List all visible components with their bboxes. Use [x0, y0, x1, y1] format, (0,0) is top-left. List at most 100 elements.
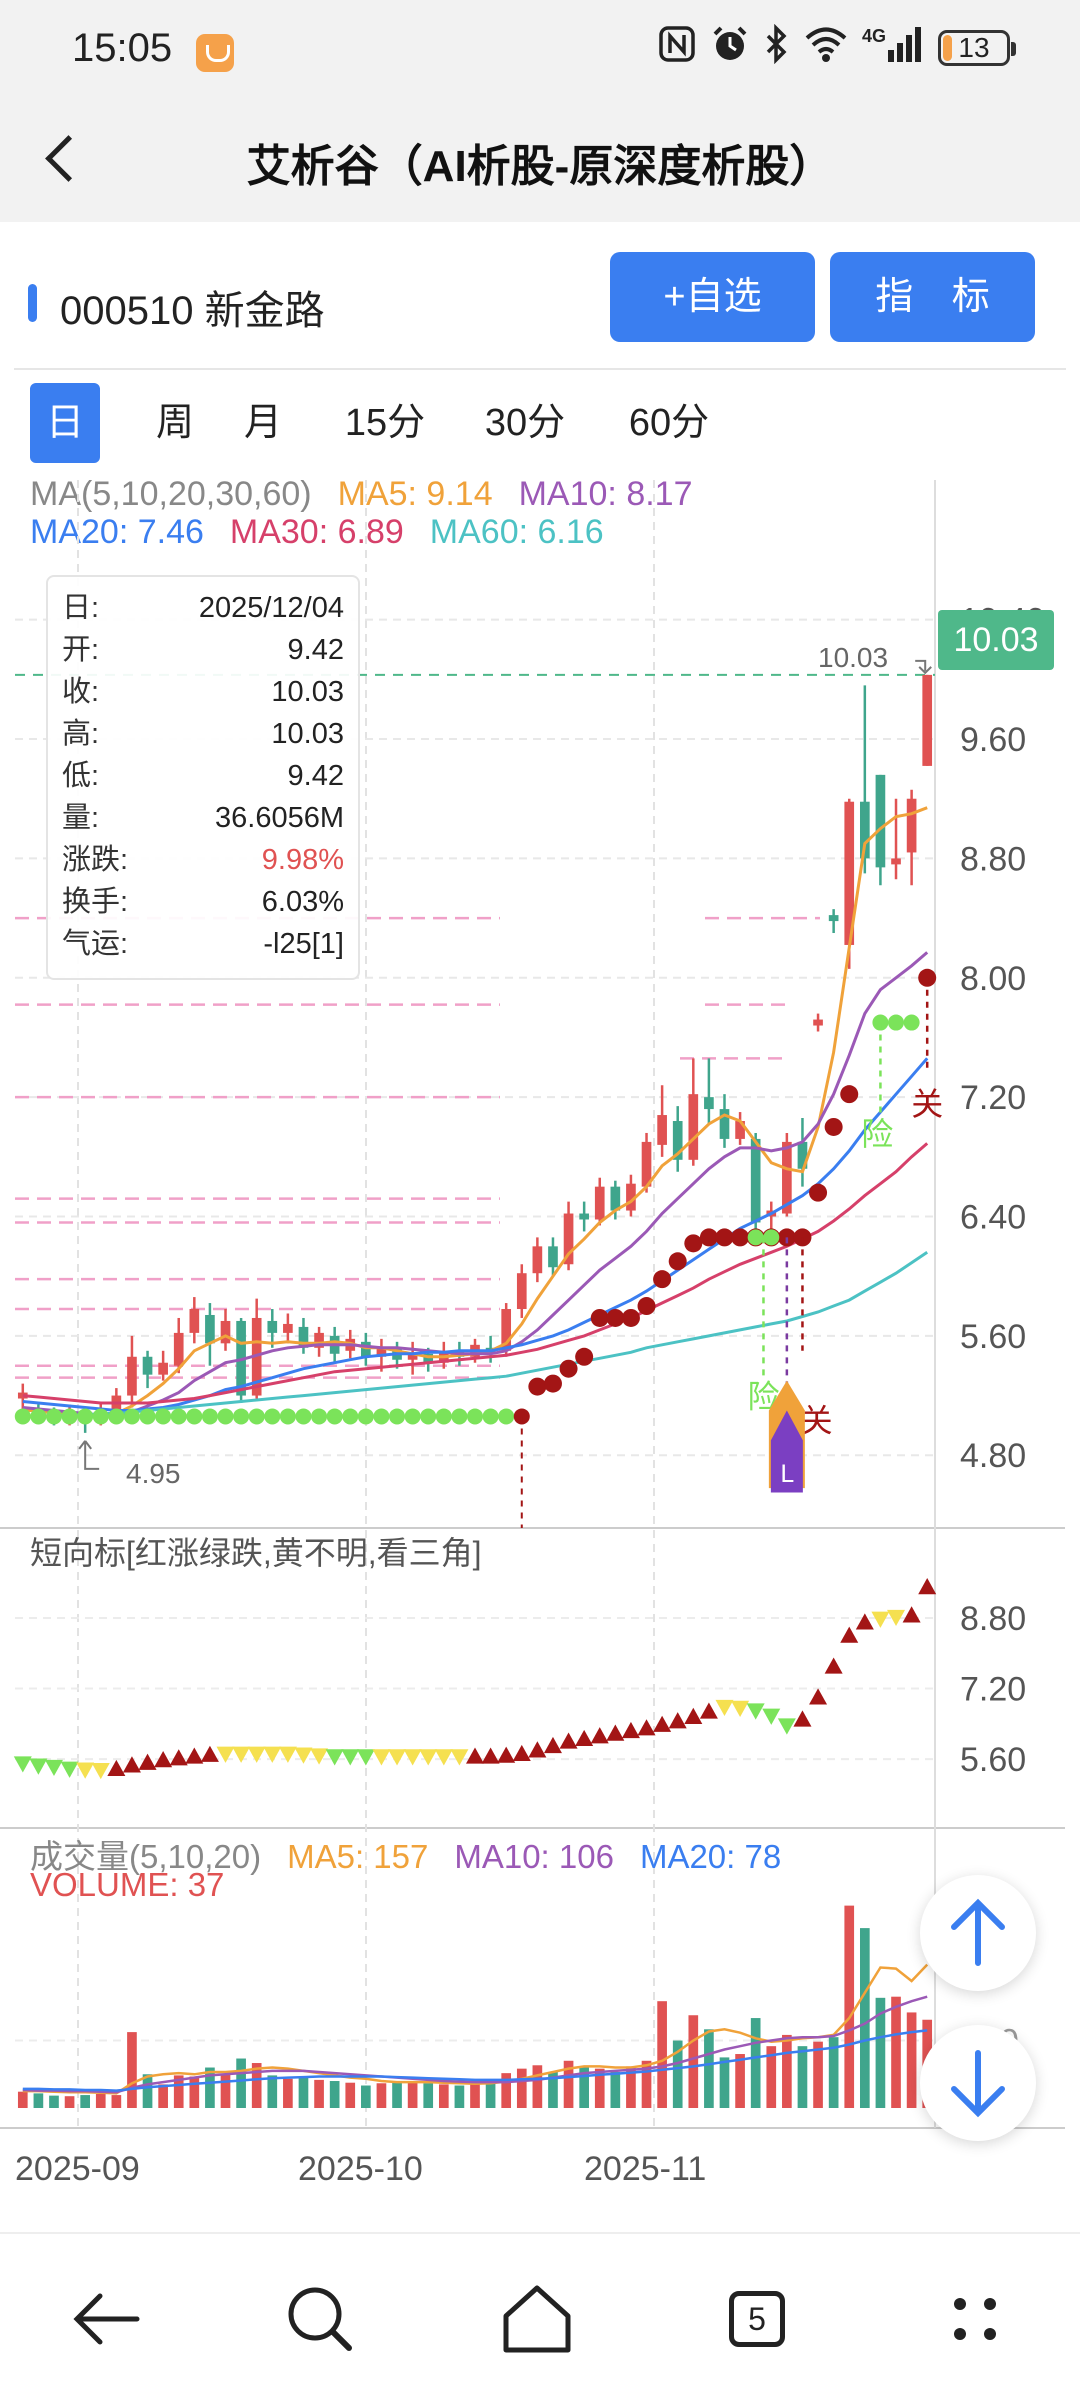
tab-day[interactable]: 日 — [30, 383, 100, 463]
volume-bar — [95, 2093, 106, 2108]
signal-dot-green — [467, 1408, 483, 1425]
signal-dot-green — [77, 1408, 94, 1425]
ma10-line — [22, 951, 929, 1417]
info-label: 涨跌: — [62, 844, 129, 876]
candle-body — [828, 915, 839, 922]
nav-home-button[interactable] — [492, 2274, 582, 2364]
volume-bar — [797, 2046, 808, 2108]
signal-dot-green — [123, 1408, 140, 1425]
volume-bar — [859, 1928, 870, 2108]
signal-dot-red — [559, 1359, 578, 1378]
trend-triangle — [668, 1712, 687, 1729]
tab-15min[interactable]: 15分 — [344, 402, 426, 444]
status-bar: 15:05 4G 13 — [0, 0, 1080, 92]
volume-bar — [158, 2084, 168, 2108]
candle-body — [906, 798, 917, 853]
info-value: 10.03 — [271, 676, 344, 708]
volume-bar — [454, 2085, 465, 2108]
signal-dot-green — [295, 1408, 312, 1425]
tab-week[interactable]: 周 — [155, 402, 194, 444]
volume-bar — [127, 2032, 137, 2108]
candle-body — [314, 1332, 324, 1348]
scroll-down-button[interactable] — [920, 2025, 1036, 2141]
trend-triangle — [715, 1699, 734, 1717]
indicator-button[interactable]: 指 标 — [830, 252, 1035, 342]
candle-body — [735, 1121, 745, 1139]
candle-body — [361, 1341, 371, 1357]
signal-dot-green — [389, 1408, 406, 1425]
signal-dot-red — [731, 1228, 750, 1247]
info-label: 高: — [62, 718, 100, 750]
volume-bar — [111, 2095, 122, 2108]
nav-search-button[interactable] — [275, 2274, 365, 2364]
ma5-legend: MA5: 9.14 — [337, 475, 493, 513]
signal-dot-green — [763, 1229, 780, 1246]
nav-more-button[interactable] — [930, 2274, 1020, 2364]
candle-body — [407, 1353, 418, 1360]
y-tick-label: 4.80 — [960, 1437, 1026, 1475]
candle-body — [142, 1356, 153, 1375]
candle-body — [610, 1186, 621, 1211]
y-tick-label: 8.80 — [960, 1600, 1026, 1638]
info-label: 开: — [62, 634, 100, 666]
volume-bar — [672, 2040, 683, 2108]
volume-bar — [470, 2083, 480, 2108]
trend-triangle — [871, 1611, 890, 1628]
volume-bar — [407, 2082, 418, 2108]
volume-bar — [626, 2066, 636, 2108]
info-label: 换手: — [62, 886, 129, 918]
ma-legend-title: MA(5,10,20,30,60) — [30, 475, 312, 513]
volume-bar — [251, 2063, 262, 2108]
trend-triangle — [559, 1732, 578, 1749]
candle-body — [267, 1320, 278, 1333]
back-icon — [73, 2293, 140, 2345]
volume-bar — [548, 2072, 558, 2108]
stock-chart[interactable]: 10.409.608.808.007.206.405.604.80险关险关L10… — [0, 0, 1080, 2232]
candle-body — [563, 1213, 574, 1265]
add-watchlist-button[interactable]: +自选 — [610, 252, 815, 342]
trend-triangle — [388, 1749, 407, 1766]
nav-back-button[interactable] — [62, 2274, 152, 2364]
volume-bar — [361, 2085, 371, 2108]
info-label: 量: — [62, 802, 100, 834]
stock-marker — [28, 284, 37, 322]
tab-60min[interactable]: 60分 — [628, 402, 710, 444]
home-icon — [503, 2285, 571, 2353]
tab-30min[interactable]: 30分 — [484, 402, 566, 444]
tab-month[interactable]: 月 — [243, 402, 282, 444]
candle-body — [875, 774, 886, 868]
trend-triangle — [855, 1613, 874, 1630]
trend-triangle — [840, 1626, 859, 1643]
ma60-legend: MA60: 6.16 — [429, 513, 604, 551]
signal-dot-green — [326, 1408, 343, 1425]
candle-body — [750, 1138, 761, 1223]
trend-triangle — [200, 1745, 219, 1762]
status-icons: 4G 13 — [658, 23, 1016, 70]
nav-tabs-button[interactable]: 5 — [712, 2274, 802, 2364]
volume-legend-row-2: VOLUME: 37 — [30, 1866, 250, 1904]
trend-triangle — [60, 1761, 79, 1778]
candle-body — [922, 674, 933, 766]
low-price-label: 4.95 — [126, 1458, 181, 1489]
scroll-up-button[interactable] — [920, 1875, 1036, 1991]
info-row: 高: 10.03 — [62, 713, 344, 755]
trend-triangle — [699, 1702, 718, 1719]
volume-bar — [719, 2057, 730, 2108]
trend-triangle — [512, 1744, 531, 1762]
trend-triangle — [185, 1747, 204, 1764]
trend-triangle — [887, 1609, 906, 1627]
ma-legend-row-2: MA20: 7.46 MA30: 6.89 MA60: 6.16 — [30, 513, 630, 552]
volume-bar — [33, 2093, 44, 2108]
candle-body — [189, 1309, 200, 1333]
candle-body — [158, 1362, 168, 1375]
volume-bar — [532, 2065, 543, 2108]
candle-body — [844, 801, 855, 945]
info-row: 日: 2025/12/04 — [62, 587, 344, 629]
candle-body — [626, 1183, 636, 1211]
ma60-line — [22, 1251, 929, 1418]
candle-body — [501, 1309, 512, 1351]
trend-triangle — [497, 1746, 516, 1763]
info-value: 6.03% — [261, 886, 344, 918]
volume-bar — [236, 2058, 246, 2108]
info-value: 9.42 — [287, 760, 344, 792]
